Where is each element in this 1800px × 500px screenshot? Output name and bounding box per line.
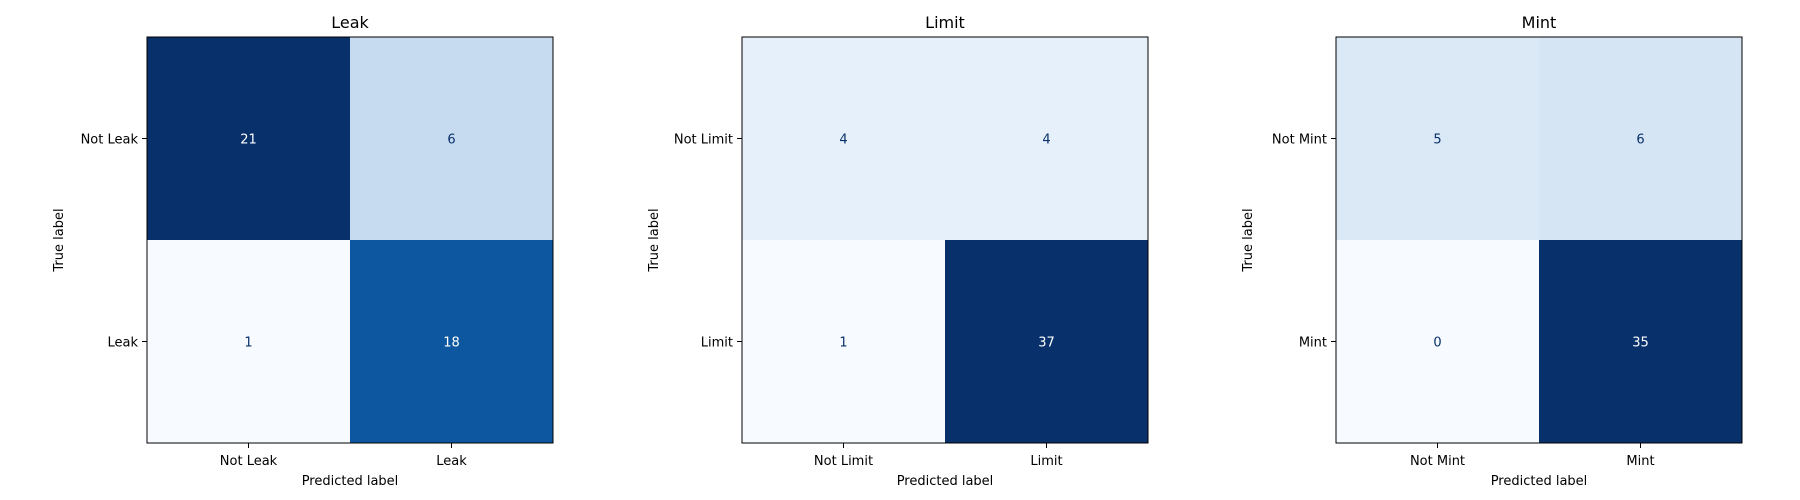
cell-value-label: 4 xyxy=(1042,133,1050,148)
cell-value-label: 1 xyxy=(244,336,252,351)
x-tick-label: Not Limit xyxy=(814,454,873,469)
cell-value-label: 0 xyxy=(1433,336,1441,351)
cell-value-label: 18 xyxy=(443,336,460,351)
axes-frame xyxy=(146,36,554,444)
heatmap-cell xyxy=(1539,240,1742,443)
heatmap-cell xyxy=(147,37,350,240)
x-tick-label: Not Mint xyxy=(1410,454,1465,469)
confusion-matrix-panel-1: 21 6 1 18 Not Leak Leak Not Leak Leak Leak Predic… xyxy=(52,13,554,489)
x-axis-label: Predicted label xyxy=(1491,474,1588,489)
heatmap-cell xyxy=(742,240,945,443)
cell-value-label: 6 xyxy=(1636,133,1644,148)
x-axis-label: Predicted label xyxy=(897,474,994,489)
heatmap-cell xyxy=(945,240,1148,443)
x-tick-label: Mint xyxy=(1626,454,1654,469)
cell-value-label: 6 xyxy=(447,133,455,148)
confusion-matrix-panel-2: 4 4 1 37 Not Limit Limit Not Limit Limit Limit Pr… xyxy=(647,13,1149,489)
heatmap-cell xyxy=(945,37,1148,240)
chart-title: Leak xyxy=(331,13,369,32)
chart-title: Limit xyxy=(925,13,965,32)
cell-value-label: 37 xyxy=(1038,336,1055,351)
axes-frame xyxy=(741,36,1149,444)
axes-frame xyxy=(1335,36,1743,444)
x-tick-label: Limit xyxy=(1030,454,1062,469)
chart-title: Mint xyxy=(1522,13,1557,32)
cell-value-label: 5 xyxy=(1433,133,1441,148)
y-tick-label: Limit xyxy=(701,336,733,351)
heatmap-cell xyxy=(147,240,350,443)
y-axis-label: True label xyxy=(52,208,67,272)
heatmap-cell xyxy=(350,240,553,443)
y-tick-label: Mint xyxy=(1299,336,1327,351)
x-tick-label: Not Leak xyxy=(220,454,278,469)
cell-value-label: 35 xyxy=(1632,336,1649,351)
heatmap-cell xyxy=(742,37,945,240)
heatmap-cell xyxy=(1336,240,1539,443)
y-axis-label: True label xyxy=(647,208,662,272)
heatmap-cell xyxy=(350,37,553,240)
y-tick-label: Not Mint xyxy=(1272,133,1327,148)
y-tick-label: Not Leak xyxy=(81,133,139,148)
heatmap-cell xyxy=(1539,37,1742,240)
y-tick-label: Not Limit xyxy=(674,133,733,148)
confusion-matrix-panel-3: 5 6 0 35 Not Mint Mint Not Mint Mint Mint Predict… xyxy=(1241,13,1743,489)
cell-value-label: 4 xyxy=(839,133,847,148)
y-tick-label: Leak xyxy=(107,336,138,351)
cell-value-label: 1 xyxy=(839,336,847,351)
heatmap-cell xyxy=(1336,37,1539,240)
x-tick-label: Leak xyxy=(436,454,467,469)
cell-value-label: 21 xyxy=(240,133,257,148)
x-axis-label: Predicted label xyxy=(302,474,399,489)
y-axis-label: True label xyxy=(1241,208,1256,272)
